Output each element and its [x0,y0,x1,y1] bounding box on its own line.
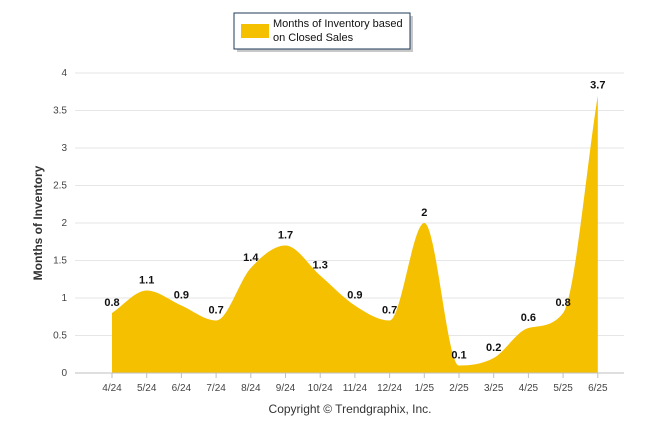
data-label: 3.7 [590,80,605,92]
y-tick-label: 2 [61,218,67,229]
data-label: 0.7 [382,305,397,317]
inventory-area [112,95,598,373]
x-tick-label: 12/24 [377,383,402,394]
x-tick-label: 2/25 [449,383,469,394]
x-tick-label: 9/24 [276,383,296,394]
x-tick-label: 8/24 [241,383,261,394]
data-label: 1.4 [243,252,259,264]
x-tick-label: 5/24 [137,383,157,394]
data-label: 0.9 [174,290,189,302]
data-label: 0.8 [104,297,119,309]
x-tick-label: 4/25 [519,383,539,394]
y-tick-label: 1.5 [53,256,67,267]
x-tick-label: 5/25 [553,383,573,394]
data-label: 0.1 [451,350,466,362]
x-tick-label: 3/25 [484,383,504,394]
x-tick-label: 6/25 [588,383,608,394]
data-label: 1.1 [139,275,154,287]
y-tick-label: 1 [61,293,67,304]
y-tick-label: 4 [61,68,67,79]
y-tick-labels: 0 0.5 1 1.5 2 2.5 3 3.5 4 [53,68,67,379]
data-label: 1.7 [278,230,293,242]
legend: Months of Inventory based on Closed Sale… [233,12,413,52]
data-label: 0.2 [486,342,501,354]
legend-swatch [241,24,269,38]
y-tick-label: 3 [61,143,67,154]
legend-label-line-2: on Closed Sales [273,32,354,44]
data-label: 0.6 [521,312,536,324]
y-tick-label: 0.5 [53,331,67,342]
y-tick-label: 3.5 [53,106,67,117]
data-label: 0.9 [347,290,362,302]
data-label: 0.8 [555,297,570,309]
y-tick-label: 0 [61,368,67,379]
x-tick-label: 11/24 [343,383,368,394]
data-label: 2 [421,207,427,219]
x-tick-label: 7/24 [206,383,226,394]
data-label: 0.7 [208,305,223,317]
x-tick-labels: 4/24 5/24 6/24 7/24 8/24 9/24 10/24 11/24 12/24 1… [102,373,608,394]
x-tick-label: 4/24 [102,383,122,394]
x-tick-label: 1/25 [415,383,435,394]
x-tick-label: 10/24 [308,383,333,394]
data-label: 1.3 [313,260,328,272]
legend-label-line-1: Months of Inventory based [273,18,403,30]
y-tick-label: 2.5 [53,181,67,192]
copyright-text: Copyright © Trendgraphix, Inc. [269,402,432,416]
x-tick-label: 6/24 [172,383,192,394]
data-labels: 0.8 1.1 0.9 0.7 1.4 1.7 1.3 0.9 0.7 2 0.1 0.2 0.6 0.8… [104,80,605,362]
y-axis-title: Months of Inventory [31,165,45,280]
